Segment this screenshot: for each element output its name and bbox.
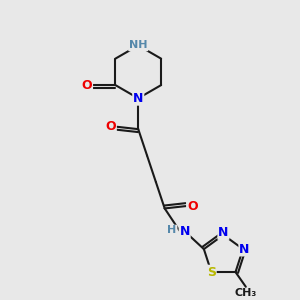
Text: N: N — [218, 226, 229, 239]
Text: H: H — [167, 226, 177, 236]
Text: CH₃: CH₃ — [235, 288, 257, 298]
Text: S: S — [207, 266, 216, 279]
Text: N: N — [179, 225, 190, 239]
Text: O: O — [105, 120, 116, 133]
Text: O: O — [82, 79, 92, 92]
Text: O: O — [187, 200, 198, 213]
Text: NH: NH — [129, 40, 148, 50]
Text: N: N — [239, 243, 250, 256]
Text: N: N — [133, 92, 143, 105]
